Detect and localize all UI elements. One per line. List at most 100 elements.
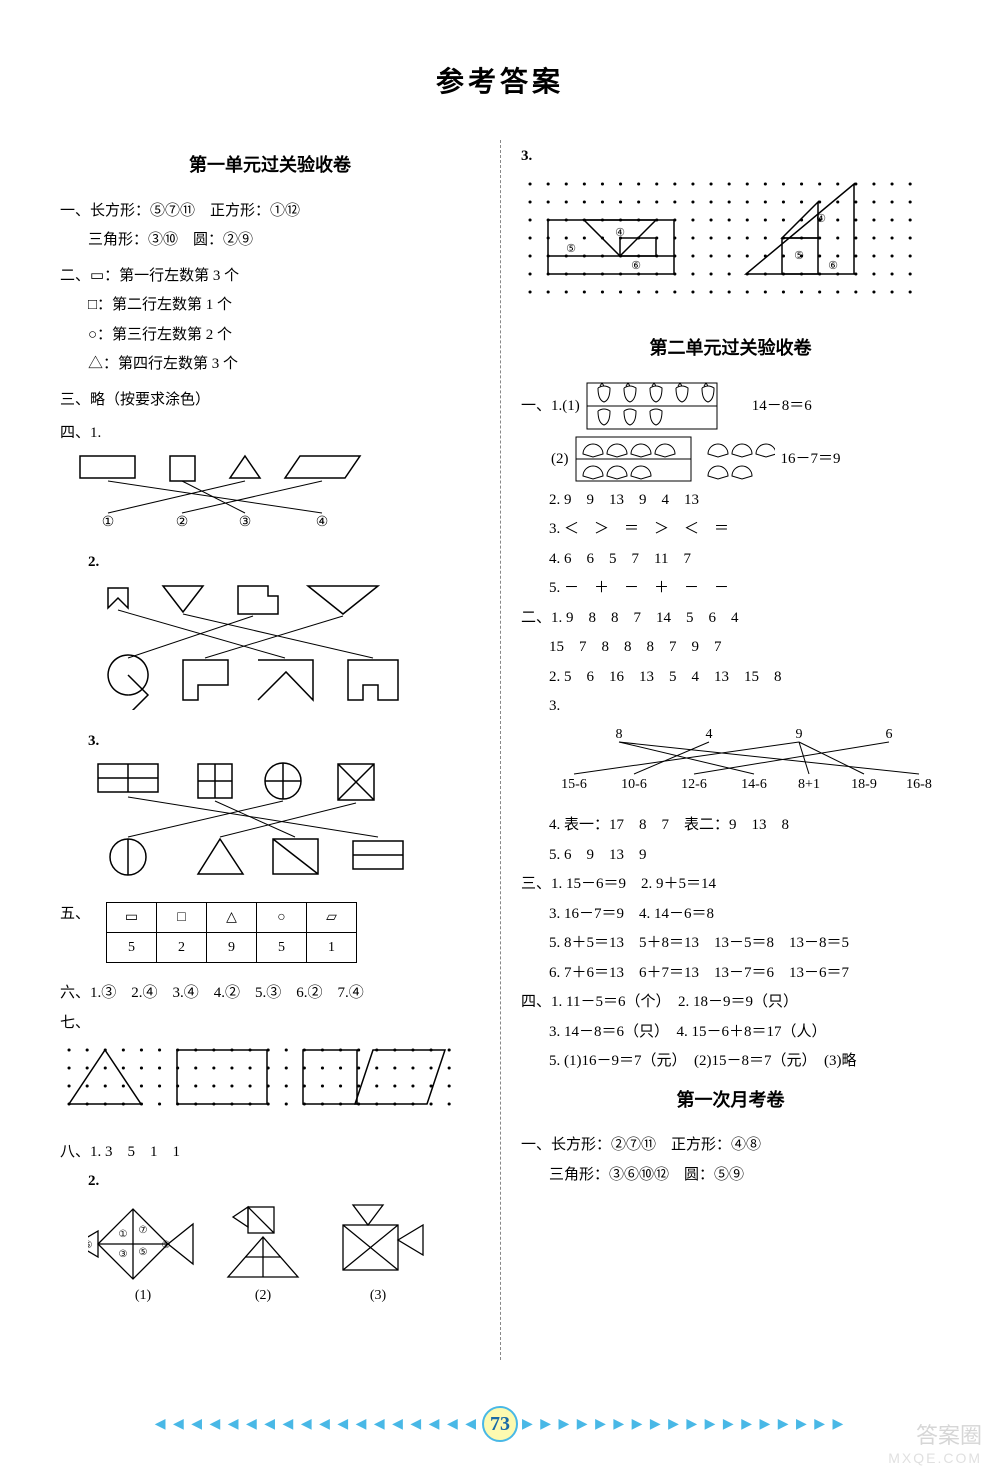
r4: 4. 6 6 5 7 11 7 [521,547,940,573]
strawberry-grid-icon [586,382,746,432]
svg-text:(1): (1) [135,1288,152,1303]
q6: 六、1.③ 2.④ 3.④ 4.② 5.③ 6.② 7.④ [60,981,480,1007]
q4-3-label: 3. [60,729,480,755]
q4-label: 四、1. [60,421,480,447]
right-column: 3. [500,140,940,1360]
q2-line-b: □：第二行左数第 1 个 [60,293,480,319]
q4-1-figure: ① ② ③ ④ [60,451,480,541]
m1-b: 三角形：③⑥⑩⑫ 圆：⑤⑨ [521,1163,940,1189]
svg-text:⑥: ⑥ [88,1240,93,1251]
svg-text:4: 4 [706,727,713,742]
r-iv-1: 四、1. 11－5＝6（个） 2. 18－9＝9（只） [521,990,940,1016]
th0: ▭ [107,903,157,933]
r-iv-3: 3. 14－8＝6（只） 4. 15－6＋8＝17（人） [521,1020,940,1046]
svg-text:⑥: ⑥ [828,260,838,272]
r-iv-5: 5. (1)16－9＝7（元） (2)15－8＝7（元） (3)略 [521,1049,940,1075]
svg-text:⑥: ⑥ [631,260,641,272]
r1-1-eq: 14－8＝6 [752,394,812,420]
svg-text:④: ④ [316,515,329,530]
svg-text:②: ② [162,1240,171,1251]
r1-2-eq: 16－7＝9 [781,447,841,473]
section3-title: 第一次月考卷 [521,1085,940,1116]
r-ii-4: 4. 表一：17 8 7 表二：9 13 8 [521,813,940,839]
arrows-right-icon: ▶ ▶ ▶ ▶ ▶ ▶ ▶ ▶ ▶ ▶ ▶ ▶ ▶ ▶ ▶ ▶ ▶ ▶ [522,1416,845,1433]
r-iii-5: 5. 8＋5＝13 5＋8＝13 13－5＝8 13－8＝5 [521,931,940,957]
svg-text:9: 9 [796,727,803,742]
r-ii-1b: 15 7 8 8 8 7 9 7 [521,635,940,661]
r-ii-5: 5. 6 9 13 9 [521,843,940,869]
svg-text:④: ④ [615,227,625,239]
q5-table: ▭ □ △ ○ ▱ 5 2 9 5 1 [106,902,357,963]
svg-text:⑦: ⑦ [139,1225,148,1236]
r3: 3. ＜ ＞ ＝ ＞ ＜ ＝ [521,517,940,543]
r1-1-label: 一、1.(1) [521,394,580,420]
svg-text:⑤: ⑤ [139,1247,148,1258]
svg-text:③: ③ [119,1249,128,1260]
tv1: 2 [157,933,207,963]
q4-2-label: 2. [60,550,480,576]
th4: ▱ [307,903,357,933]
svg-text:10-6: 10-6 [621,777,647,792]
watermark: 答案圈 MXQE.COM [888,1418,982,1466]
q4-3-figure [60,759,480,889]
svg-text:③: ③ [239,515,252,530]
svg-text:8+1: 8+1 [798,777,820,792]
svg-text:①: ① [119,1229,128,1240]
q7-label: 七、 [60,1011,480,1037]
svg-text:④: ④ [816,213,826,225]
svg-text:18-9: 18-9 [851,777,877,792]
r-q3-figure: ④ ⑤ ⑥ ④ ⑤ ⑥ [521,174,940,324]
q2-line-a: 二、▭：第一行左数第 3 个 [60,264,480,290]
tv2: 9 [207,933,257,963]
watermark-line1: 答案圈 [888,1418,982,1450]
tv4: 1 [307,933,357,963]
q8-2-label: 2. [60,1169,480,1195]
q4-2-figure [60,580,480,720]
r-ii-3-label: 3. [521,694,940,720]
r-ii-1a: 二、1. 9 8 8 7 14 5 6 4 [521,606,940,632]
page-footer: ◀ ◀ ◀ ◀ ◀ ◀ ◀ ◀ ◀ ◀ ◀ ◀ ◀ ◀ ◀ ◀ ◀ ◀ 73 ▶… [0,1406,1000,1442]
svg-text:(3): (3) [370,1288,387,1303]
r-iii-1: 三、1. 15－6＝9 2. 9＋5＝14 [521,872,940,898]
svg-text:6: 6 [886,727,893,742]
r1-1-row: 一、1.(1) [521,382,940,432]
r-ii-2: 2. 5 6 16 13 5 4 13 15 8 [521,665,940,691]
svg-text:①: ① [102,515,115,530]
q3: 三、略（按要求涂色） [60,388,480,414]
tv3: 5 [257,933,307,963]
q2-line-c: ○：第三行左数第 2 个 [60,323,480,349]
q5-label: 五、 [60,902,88,928]
match-figure: 8 4 9 6 15-6 10-6 12-6 14-6 8+1 18-9 16-… [521,724,940,804]
svg-text:⑤: ⑤ [566,243,576,255]
q8-1: 八、1. 3 5 1 1 [60,1140,480,1166]
watermark-line2: MXQE.COM [888,1450,982,1466]
r-iii-3: 3. 16－7＝9 4. 14－6＝8 [521,902,940,928]
two-column-layout: 第一单元过关验收卷 一、长方形：⑤⑦⑪ 正方形：①⑫ 三角形：③⑩ 圆：②⑨ 二… [60,140,940,1360]
r-q3-label: 3. [521,144,940,170]
svg-text:15-6: 15-6 [561,777,587,792]
left-column: 第一单元过关验收卷 一、长方形：⑤⑦⑪ 正方形：①⑫ 三角形：③⑩ 圆：②⑨ 二… [60,140,500,1360]
page-number: 73 [482,1406,518,1442]
th1: □ [157,903,207,933]
th2: △ [207,903,257,933]
r1-2-label: (2) [521,447,569,473]
r-iii-6: 6. 7＋6＝13 6＋7＝13 13－7＝6 13－6＝7 [521,961,940,987]
q7-figure [60,1040,480,1130]
page: 参考答案 第一单元过关验收卷 一、长方形：⑤⑦⑪ 正方形：①⑫ 三角形：③⑩ 圆… [0,0,1000,1476]
svg-text:②: ② [176,515,189,530]
fan-grid-icon [575,436,775,484]
r5: 5. － ＋ － ＋ － － [521,576,940,602]
arrows-left-icon: ◀ ◀ ◀ ◀ ◀ ◀ ◀ ◀ ◀ ◀ ◀ ◀ ◀ ◀ ◀ ◀ ◀ ◀ [155,1416,478,1433]
q1-line-b: 三角形：③⑩ 圆：②⑨ [60,228,480,254]
m1-a: 一、长方形：②⑦⑪ 正方形：④⑧ [521,1133,940,1159]
svg-text:14-6: 14-6 [741,777,767,792]
q1-line-a: 一、长方形：⑤⑦⑪ 正方形：①⑫ [60,199,480,225]
q8-2-figure: ①⑤⑦ ③②⑥ (1) (2) (3) [60,1199,480,1319]
th3: ○ [257,903,307,933]
q2-line-d: △：第四行左数第 3 个 [60,352,480,378]
svg-text:⑤: ⑤ [794,250,804,262]
svg-text:8: 8 [616,727,623,742]
section1-title: 第一单元过关验收卷 [60,150,480,181]
svg-text:12-6: 12-6 [681,777,707,792]
main-title: 参考答案 [60,60,940,100]
